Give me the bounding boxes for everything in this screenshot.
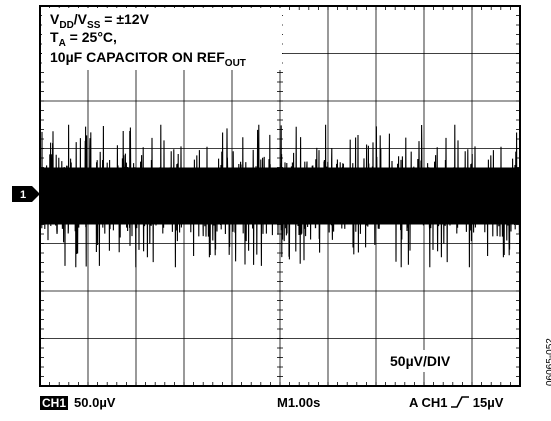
annotation-backdrop	[42, 8, 282, 70]
annotation-capacitor: 10µF CAPACITOR ON REFOUT	[50, 49, 246, 69]
plot-frame	[39, 5, 521, 387]
trigger-readout: A CH1 15µV	[409, 395, 504, 410]
ch1-badge: CH1	[40, 396, 69, 410]
channel-1-marker-icon: 1	[12, 186, 40, 202]
scale-label-backdrop	[385, 350, 469, 372]
scale-label: 50µV/DIV	[390, 353, 451, 369]
svg-text:1: 1	[20, 189, 26, 201]
annotation-temperature: TA = 25°C,	[50, 29, 117, 49]
annotation-supply: VDD/VSS = ±12V	[50, 11, 150, 31]
noise-trace-line	[39, 124, 521, 268]
timebase-readout: M1.00s	[277, 395, 321, 410]
figure-id: 06065-052	[545, 338, 551, 386]
rising-edge-icon	[451, 396, 470, 408]
ch1-scale-readout: CH1 50.0µV	[40, 395, 116, 410]
noise-trace	[39, 124, 521, 268]
